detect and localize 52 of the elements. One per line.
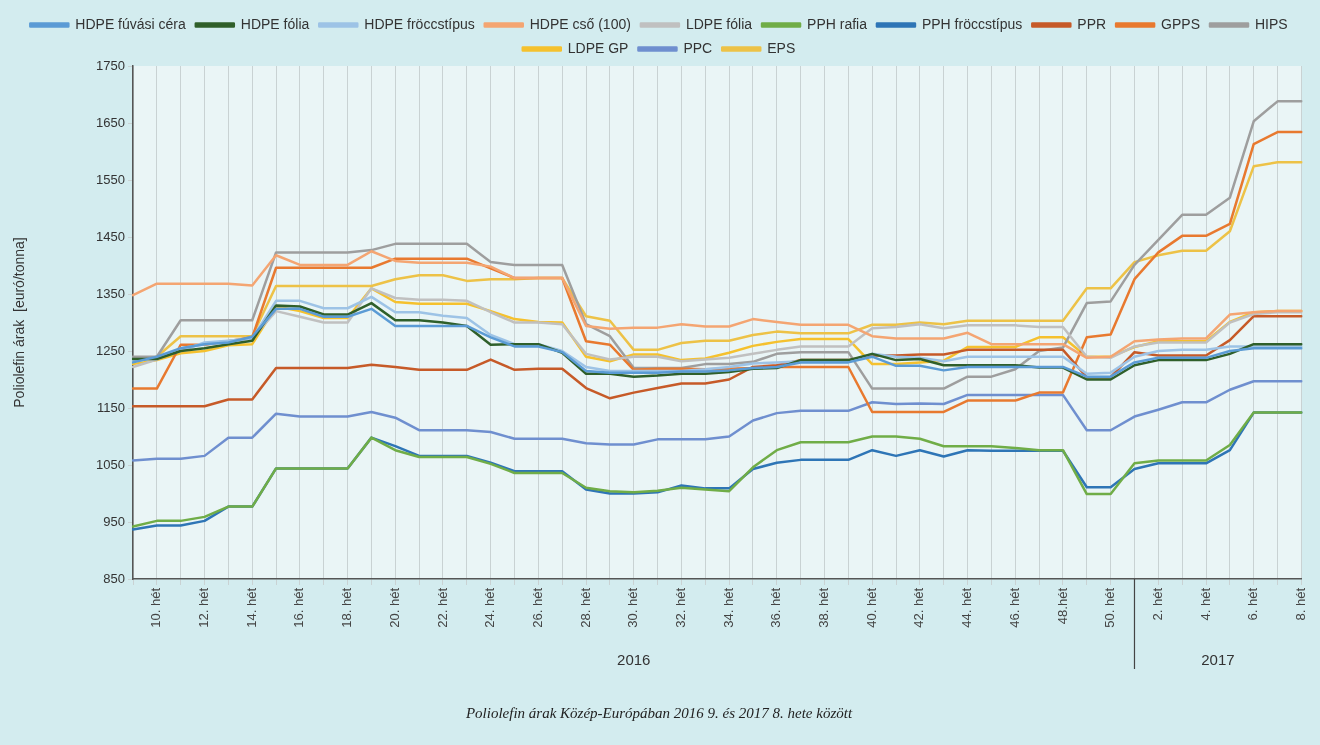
y-tick-label: 1550 xyxy=(96,171,125,187)
legend-label: GPPS xyxy=(1161,15,1201,32)
legend-label: LDPE GP xyxy=(567,39,629,56)
x-tick-label: 2. hét xyxy=(1149,587,1165,621)
x-tick-label: 16. hét xyxy=(291,587,307,628)
y-axis-title: Poliolefin árak [euró/tonna] xyxy=(11,237,28,408)
x-tick-label: 42. hét xyxy=(911,587,927,628)
x-tick-label: 22. hét xyxy=(434,587,450,628)
text: 2016 xyxy=(617,651,651,669)
x-tick-label: 14. hét xyxy=(243,587,259,628)
legend-label: PPR xyxy=(1077,15,1107,32)
x-tick-label: 40. hét xyxy=(863,587,879,628)
legend-label: EPS xyxy=(767,39,796,56)
x-tick-label: 6. hét xyxy=(1245,587,1261,621)
x-tick-label: 36. hét xyxy=(768,587,784,628)
x-tick-label: 38. hét xyxy=(816,587,832,628)
x-tick-label: 4. hét xyxy=(1197,587,1213,621)
x-tick-label: 50. hét xyxy=(1102,587,1118,628)
x-tick-label: 24. hét xyxy=(482,587,498,628)
x-tick-label: 26. hét xyxy=(529,587,545,628)
y-tick-label: 950 xyxy=(103,513,125,529)
legend-label: PPH fröccstípus xyxy=(921,15,1023,32)
x-tick-label: 30. hét xyxy=(625,587,641,628)
x-tick-label: 34. hét xyxy=(720,587,736,628)
y-tick-label: 1350 xyxy=(96,285,125,301)
x-tick-label: 46. hét xyxy=(1006,587,1022,628)
legend-label: HIPS xyxy=(1255,15,1288,32)
x-tick-label: 8. hét xyxy=(1292,587,1308,621)
y-tick-label: 850 xyxy=(103,570,125,586)
legend-label: LDPE fólia xyxy=(685,15,753,32)
x-tick-label: 48.hét xyxy=(1054,587,1070,625)
text: 2017 xyxy=(1201,651,1235,669)
x-tick-label: 32. hét xyxy=(673,587,689,628)
legend-label: HDPE cső (100) xyxy=(529,15,631,32)
y-tick-label: 1450 xyxy=(96,228,125,244)
legend-label: PPC xyxy=(683,39,713,56)
legend-label: PPH rafia xyxy=(807,15,868,32)
text: Poliolefin árak Közép-Európában 2016 9. és 2017 8. hete között xyxy=(464,704,853,721)
x-tick-label: 44. hét xyxy=(959,587,975,628)
legend-label: HDPE fólia xyxy=(240,15,310,32)
y-tick-label: 1750 xyxy=(96,57,125,73)
y-tick-label: 1050 xyxy=(96,456,125,472)
y-tick-label: 1150 xyxy=(97,399,125,415)
x-tick-label: 20. hét xyxy=(386,587,402,628)
x-tick-label: 18. hét xyxy=(339,587,355,628)
legend-label: HDPE fúvási céra xyxy=(75,15,187,32)
y-tick-label: 1650 xyxy=(96,114,125,130)
y-tick-label: 1250 xyxy=(96,342,125,358)
legend-label: HDPE fröccstípus xyxy=(364,15,475,32)
x-tick-label: 12. hét xyxy=(196,587,212,628)
x-tick-label: 28. hét xyxy=(577,587,593,628)
x-tick-label: 10. hét xyxy=(148,587,164,628)
